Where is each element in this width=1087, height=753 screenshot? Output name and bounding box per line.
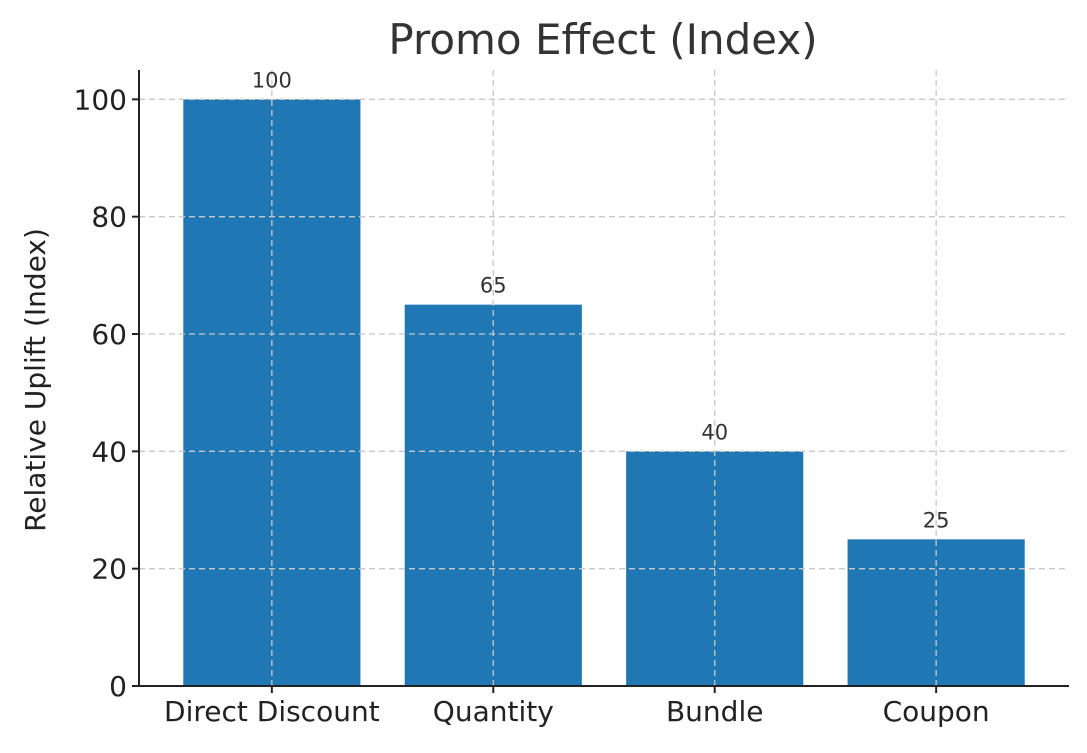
y-axis-title: Relative Uplift (Index) xyxy=(19,228,52,532)
data-label: 65 xyxy=(480,274,507,298)
x-tick-label: Quantity xyxy=(433,695,554,728)
data-label: 100 xyxy=(252,68,292,92)
data-label: 25 xyxy=(923,508,950,532)
y-tick-label: 40 xyxy=(91,435,127,468)
x-tick-label: Coupon xyxy=(883,695,990,728)
x-tick-label: Bundle xyxy=(666,695,763,728)
data-label: 40 xyxy=(701,420,728,444)
y-tick-label: 0 xyxy=(109,670,127,703)
x-tick-label: Direct Discount xyxy=(164,695,380,728)
y-tick-label: 20 xyxy=(91,553,127,586)
y-tick-label: 80 xyxy=(91,201,127,234)
y-tick-label: 100 xyxy=(74,83,127,116)
y-tick-label: 60 xyxy=(91,318,127,351)
bars xyxy=(183,99,1024,686)
y-axis-ticks: 0 20 40 60 80 100 xyxy=(74,83,139,703)
chart-title: Promo Effect (Index) xyxy=(388,15,817,64)
x-axis-ticks: Direct Discount Quantity Bundle Coupon xyxy=(164,686,990,728)
